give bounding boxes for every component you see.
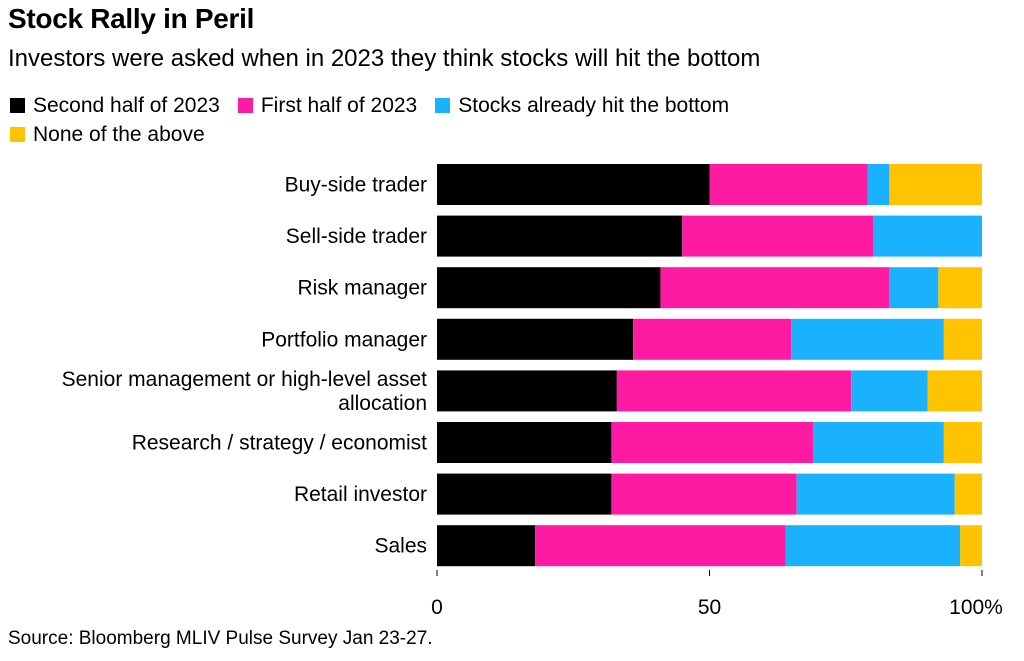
- legend-label: Second half of 2023: [33, 94, 220, 117]
- bar-risk-manager-second-half-of-2023: [437, 267, 661, 309]
- category-label-research-strategy-economist: Research / strategy / economist: [132, 432, 427, 455]
- legend-swatch: [237, 98, 253, 113]
- x-tick-label: 100%: [949, 596, 1003, 619]
- bar-sales-second-half-of-2023: [437, 525, 536, 567]
- bar-retail-investor-first-half-of-2023: [611, 473, 797, 515]
- category-label-sales: Sales: [374, 535, 427, 558]
- legend-label: Stocks already hit the bottom: [458, 94, 730, 117]
- bar-research-strategy-economist-first-half-of-2023: [611, 422, 814, 463]
- bar-sales-stocks-already-hit-the-bottom: [785, 525, 961, 567]
- legend-item-none-of-the-above: None of the above: [10, 120, 205, 149]
- bar-retail-investor-second-half-of-2023: [437, 473, 612, 515]
- chart-legend: Second half of 2023 First half of 2023 Sto…: [10, 91, 910, 149]
- bar-portfolio-manager-none-of-the-above: [943, 318, 982, 360]
- bar-sales-none-of-the-above: [960, 525, 982, 567]
- legend-label: First half of 2023: [260, 94, 418, 117]
- bar-sell-side-trader-second-half-of-2023: [437, 215, 683, 257]
- bar-buy-side-trader-first-half-of-2023: [709, 164, 868, 205]
- chart-title: Stock Rally in Peril: [8, 3, 255, 34]
- bar-portfolio-manager-second-half-of-2023: [437, 318, 634, 360]
- x-tick-label: 50: [698, 596, 721, 619]
- bar-buy-side-trader-second-half-of-2023: [437, 164, 710, 205]
- legend-label: None of the above: [33, 123, 205, 146]
- bar-senior-management-or-high-level-asset-allocation-stocks-already-hit-the-bottom: [851, 370, 928, 412]
- bar-buy-side-trader-none-of-the-above: [889, 164, 982, 205]
- bar-portfolio-manager-first-half-of-2023: [633, 318, 792, 360]
- bar-risk-manager-stocks-already-hit-the-bottom: [889, 267, 939, 309]
- x-tick-label: 0: [431, 596, 443, 619]
- chart-source-note: Source: Bloomberg MLIV Pulse Survey Jan …: [8, 628, 433, 649]
- bar-buy-side-trader-stocks-already-hit-the-bottom: [867, 164, 890, 205]
- bar-research-strategy-economist-none-of-the-above: [943, 422, 982, 463]
- category-label-buy-side-trader: Buy-side trader: [285, 174, 427, 197]
- bar-retail-investor-stocks-already-hit-the-bottom: [796, 473, 955, 515]
- bar-portfolio-manager-stocks-already-hit-the-bottom: [791, 318, 944, 360]
- bar-research-strategy-economist-second-half-of-2023: [437, 422, 612, 463]
- bar-senior-management-or-high-level-asset-allocation-second-half-of-2023: [437, 370, 617, 412]
- chart-subtitle: Investors were asked when in 2023 they t…: [8, 45, 761, 72]
- legend-swatch: [435, 98, 451, 113]
- legend-swatch: [10, 127, 25, 142]
- bar-senior-management-or-high-level-asset-allocation-none-of-the-above: [927, 370, 982, 412]
- legend-swatch: [10, 98, 25, 113]
- legend-item-stocks-already-hit-the-bottom: Stocks already hit the bottom: [435, 91, 729, 120]
- bar-sell-side-trader-first-half-of-2023: [682, 215, 873, 257]
- bar-research-strategy-economist-stocks-already-hit-the-bottom: [813, 422, 944, 463]
- bar-sales-first-half-of-2023: [535, 525, 786, 567]
- category-label-portfolio-manager: Portfolio manager: [261, 328, 427, 351]
- bar-sell-side-trader-stocks-already-hit-the-bottom: [873, 215, 982, 257]
- bar-retail-investor-none-of-the-above: [954, 473, 982, 515]
- category-label-risk-manager: Risk manager: [297, 277, 427, 300]
- legend-item-first-half-of-2023: First half of 2023: [237, 91, 418, 120]
- category-label-senior-management-or-high-level-asset-allocation: Senior management or high-level asset all…: [62, 368, 428, 415]
- category-label-sell-side-trader: Sell-side trader: [286, 225, 427, 248]
- legend-item-second-half-of-2023: Second half of 2023: [10, 91, 220, 120]
- category-label-retail-investor: Retail investor: [294, 483, 427, 506]
- bar-risk-manager-first-half-of-2023: [660, 267, 890, 309]
- bar-risk-manager-none-of-the-above: [938, 267, 982, 309]
- bar-senior-management-or-high-level-asset-allocation-first-half-of-2023: [616, 370, 852, 412]
